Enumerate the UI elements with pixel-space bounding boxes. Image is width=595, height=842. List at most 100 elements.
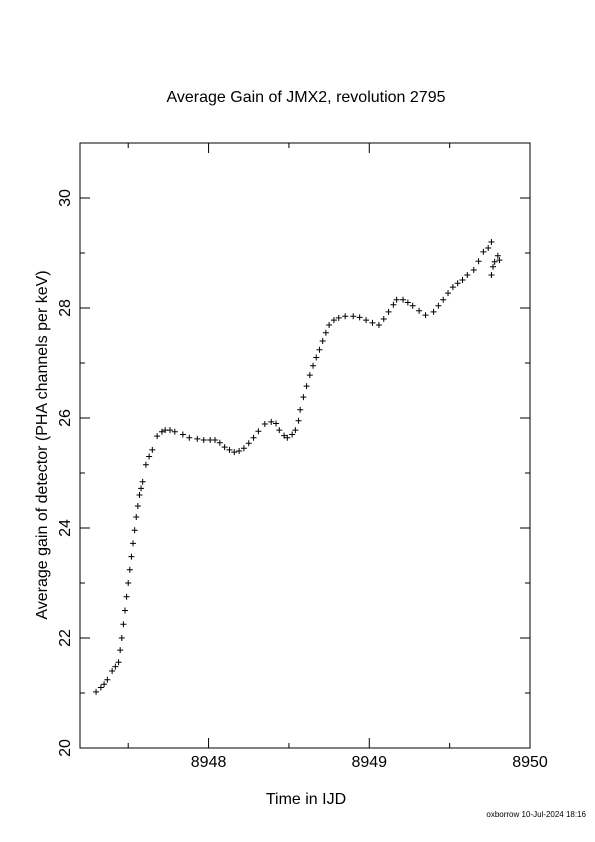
data-point xyxy=(369,319,376,326)
data-point xyxy=(231,449,238,456)
data-point xyxy=(485,245,492,252)
data-point xyxy=(245,440,252,447)
data-point xyxy=(430,308,437,315)
data-point xyxy=(149,446,156,453)
data-point xyxy=(276,427,283,434)
data-point xyxy=(123,593,130,600)
data-point xyxy=(142,461,149,468)
data-point xyxy=(313,354,320,361)
data-point xyxy=(136,492,143,498)
data-point xyxy=(212,437,218,443)
data-point xyxy=(435,302,442,309)
data-point xyxy=(134,503,141,509)
data-point xyxy=(284,434,291,441)
data-point xyxy=(335,314,342,321)
y-tick-label: 20 xyxy=(57,739,74,757)
data-point xyxy=(494,252,501,259)
x-tick-label: 8949 xyxy=(351,754,387,771)
data-point xyxy=(310,362,317,369)
data-point xyxy=(445,290,452,297)
x-tick-label: 8950 xyxy=(512,754,548,771)
data-point xyxy=(488,239,495,245)
data-point xyxy=(120,621,127,628)
data-point xyxy=(350,313,357,320)
data-point xyxy=(300,394,307,401)
data-point xyxy=(409,302,416,309)
data-point xyxy=(490,263,497,270)
data-point xyxy=(393,296,400,303)
data-point xyxy=(330,317,337,324)
data-point xyxy=(122,607,128,614)
data-point xyxy=(93,688,100,695)
data-point xyxy=(491,258,498,265)
data-point xyxy=(158,428,165,435)
data-point xyxy=(109,668,116,674)
data-point xyxy=(226,446,233,453)
data-point xyxy=(464,272,471,278)
data-point xyxy=(221,444,228,451)
y-axis-label: Average gain of detector (PHA channels p… xyxy=(34,270,51,619)
data-point xyxy=(289,431,296,438)
data-point xyxy=(167,427,173,434)
data-point xyxy=(292,427,299,434)
data-point xyxy=(356,314,363,321)
data-point xyxy=(416,307,423,314)
data-point xyxy=(475,258,482,265)
data-point xyxy=(179,431,186,438)
y-tick-label: 24 xyxy=(57,519,74,537)
y-tick-label: 28 xyxy=(57,299,74,317)
data-point xyxy=(128,553,135,560)
y-tick-label: 26 xyxy=(57,409,74,427)
data-point xyxy=(390,301,397,308)
data-point xyxy=(454,280,461,287)
data-point xyxy=(281,432,288,439)
data-point xyxy=(117,647,124,654)
data-point xyxy=(342,313,349,320)
data-point xyxy=(488,272,495,278)
data-point xyxy=(200,437,207,443)
data-point xyxy=(322,329,329,336)
data-point xyxy=(319,338,326,344)
y-tick-label: 22 xyxy=(57,629,74,647)
data-point xyxy=(422,312,429,319)
data-point xyxy=(449,284,456,291)
data-point xyxy=(194,435,201,442)
data-point xyxy=(139,478,146,485)
data-point xyxy=(470,267,477,274)
data-point xyxy=(186,434,193,441)
x-tick-label: 8948 xyxy=(191,754,227,771)
data-point xyxy=(138,485,145,492)
data-point xyxy=(375,322,382,329)
data-point xyxy=(480,248,487,255)
data-point xyxy=(268,418,275,425)
data-point xyxy=(250,434,257,441)
data-point xyxy=(295,417,302,424)
data-point xyxy=(216,439,223,446)
data-point xyxy=(101,681,108,688)
data-point xyxy=(171,428,178,435)
data-point xyxy=(97,684,104,691)
data-point xyxy=(112,663,119,670)
plot-frame xyxy=(79,142,531,749)
data-point xyxy=(385,308,392,315)
data-point xyxy=(125,580,132,586)
data-point xyxy=(261,421,268,428)
data-point xyxy=(133,514,140,520)
data-point xyxy=(236,448,243,454)
footer: oxborrow 10-Jul-2024 18:16 xyxy=(486,810,586,819)
data-point xyxy=(316,346,323,353)
y-tick-label: 30 xyxy=(57,189,74,207)
data-point xyxy=(459,276,466,283)
data-point xyxy=(255,428,262,435)
data-point xyxy=(115,659,122,666)
data-point xyxy=(404,299,411,306)
data-point xyxy=(306,372,313,379)
data-point xyxy=(154,433,161,440)
data-point xyxy=(496,257,503,264)
x-axis-label: Time in IJD xyxy=(266,791,346,808)
data-point xyxy=(240,445,247,452)
data-point xyxy=(440,296,447,303)
data-point xyxy=(326,322,333,329)
